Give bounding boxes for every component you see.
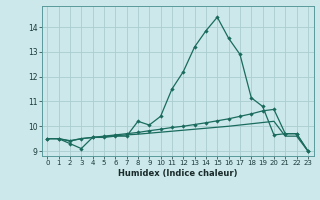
- X-axis label: Humidex (Indice chaleur): Humidex (Indice chaleur): [118, 169, 237, 178]
